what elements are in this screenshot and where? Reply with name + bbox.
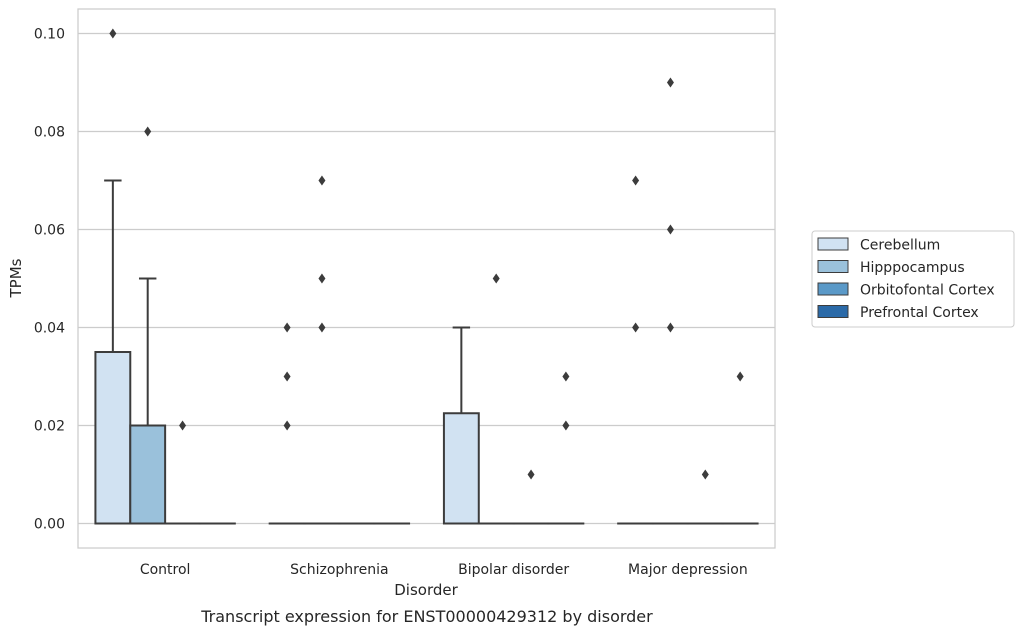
x-tick-labels: Control Schizophrenia Bipolar disorder Majo… — [140, 562, 748, 578]
outlier-point — [144, 126, 152, 137]
outlier-point — [318, 175, 326, 186]
box-group — [442, 326, 480, 525]
y-tick-label: 0.06 — [34, 223, 65, 239]
legend-swatch — [817, 237, 849, 251]
outlier-point — [666, 77, 674, 88]
series-group — [198, 371, 759, 525]
outlier-point — [492, 273, 500, 284]
outlier-point — [283, 371, 291, 382]
legend: Cerebellum Hipppocampus Orbitofontal Corte… — [811, 230, 1015, 328]
legend-swatch — [817, 260, 849, 273]
box-group — [129, 126, 167, 525]
grid-lines — [78, 32, 775, 525]
box-group — [721, 371, 759, 525]
legend-items: Cerebellum Hipppocampus Orbitofontal Corte… — [817, 237, 995, 321]
y-tick-label: 0.10 — [34, 27, 65, 43]
outlier-point — [179, 420, 187, 431]
outlier-point — [318, 322, 326, 333]
legend-swatch — [817, 282, 849, 296]
outlier-point — [283, 420, 291, 431]
box-body — [442, 412, 480, 525]
y-axis-title: TPMs — [7, 258, 25, 298]
x-axis-title: Disorder — [394, 581, 458, 599]
y-tick-label: 0.02 — [34, 419, 65, 435]
box-group — [303, 175, 341, 525]
outlier-point — [632, 322, 640, 333]
legend-label: Orbitofontal Cortex — [860, 283, 995, 299]
y-tick-label: 0.08 — [34, 125, 65, 141]
box-group — [512, 469, 550, 525]
plot-area-frame — [77, 8, 776, 549]
box-group — [617, 175, 655, 525]
box-group — [268, 322, 306, 525]
legend-label: Prefrontal Cortex — [860, 305, 979, 321]
outlier-point — [632, 175, 640, 186]
outlier-point — [109, 28, 117, 39]
box-group — [94, 28, 132, 525]
legend-label: Hipppocampus — [860, 260, 965, 276]
series-group — [129, 77, 689, 525]
x-tick-label: Major depression — [628, 562, 748, 578]
y-tick-label: 0.00 — [34, 517, 65, 533]
box-group — [477, 273, 515, 525]
box-body — [94, 351, 132, 525]
outlier-point — [318, 273, 326, 284]
legend-label: Cerebellum — [860, 238, 940, 254]
outlier-point — [666, 322, 674, 333]
y-tick-labels: 0.00 0.02 0.04 0.06 0.08 0.10 — [34, 27, 65, 533]
outlier-point — [283, 322, 291, 333]
legend-item: Prefrontal Cortex — [817, 305, 979, 321]
outlier-point — [666, 224, 674, 235]
x-tick-label: Control — [140, 562, 191, 578]
series-group — [94, 28, 655, 525]
outlier-point — [701, 469, 709, 480]
legend-swatch — [817, 305, 849, 318]
box-body — [129, 424, 167, 525]
legend-item: Orbitofontal Cortex — [817, 282, 995, 299]
x-tick-label: Schizophrenia — [290, 562, 388, 578]
box-group — [686, 469, 724, 525]
legend-item: Hipppocampus — [817, 260, 965, 276]
outlier-point — [562, 420, 570, 431]
legend-frame — [811, 230, 1015, 328]
chart-caption: Transcript expression for ENST0000042931… — [200, 607, 653, 626]
x-tick-label: Bipolar disorder — [458, 562, 569, 578]
legend-item: Cerebellum — [817, 237, 940, 254]
outlier-point — [562, 371, 570, 382]
outlier-point — [736, 371, 744, 382]
box-group — [652, 77, 689, 525]
y-tick-label: 0.04 — [34, 321, 65, 337]
box-series — [94, 28, 759, 525]
outlier-point — [527, 469, 535, 480]
box-group — [164, 420, 201, 525]
box-group — [547, 371, 585, 525]
